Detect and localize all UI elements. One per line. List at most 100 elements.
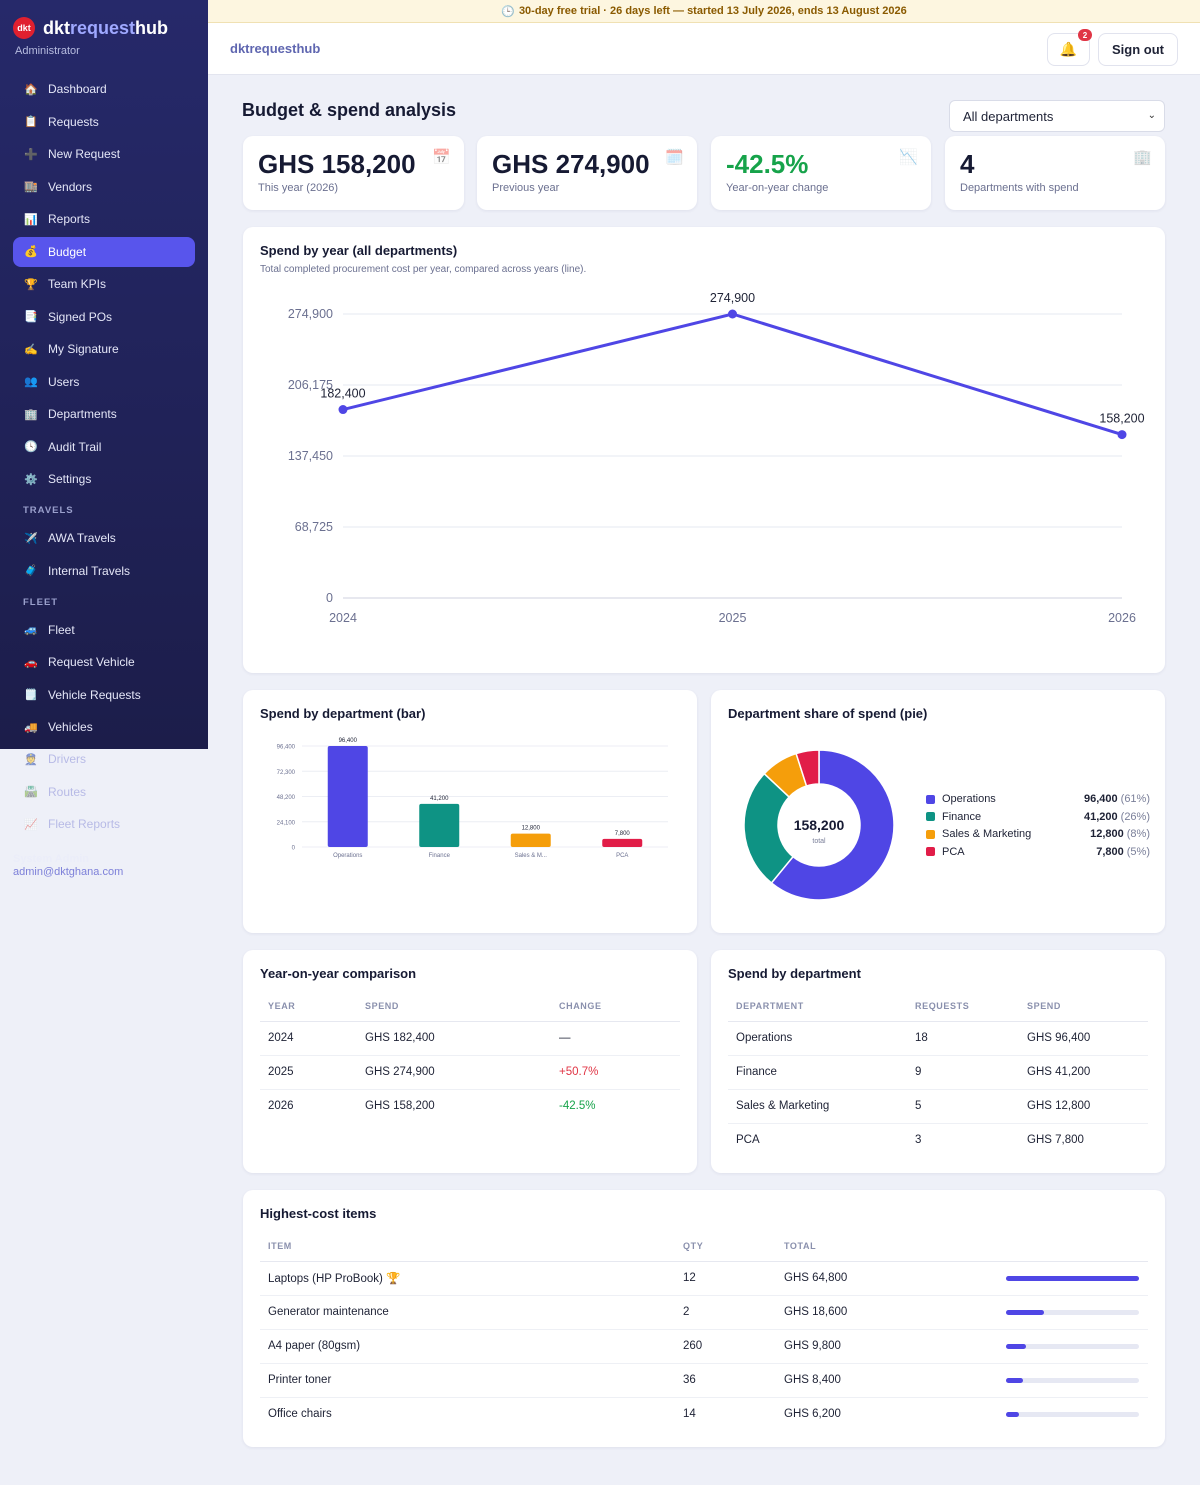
legend-swatch <box>926 812 935 821</box>
bar[interactable] <box>510 833 551 847</box>
card-subtitle: Total completed procurement cost per yea… <box>260 264 587 275</box>
share-cell <box>998 1397 1148 1431</box>
year-cell: 2024 <box>260 1021 357 1056</box>
page-title: Budget & spend analysis <box>242 100 457 120</box>
legend-percent: (8%) <box>1126 828 1150 840</box>
sidebar-item-users[interactable]: 👥 Users <box>13 367 195 397</box>
fleet-icon: 🚙 <box>24 624 38 636</box>
notifications-button[interactable]: 🔔 2 <box>1047 29 1092 66</box>
pie-slice[interactable] <box>770 749 895 901</box>
sidebar-item-label: Team KPIs <box>48 277 107 291</box>
sidebar-item-vehicle-requests[interactable]: 🗒️ Vehicle Requests <box>13 680 195 710</box>
total-cell: GHS 64,800 <box>776 1261 998 1296</box>
qty-cell: 2 <box>675 1295 776 1330</box>
bar[interactable] <box>327 746 368 847</box>
pie-slice[interactable] <box>743 772 795 885</box>
data-label: 7,800 <box>615 831 631 837</box>
awa-travels-icon: ✈️ <box>24 532 38 545</box>
sign-out-button[interactable]: Sign out <box>1098 33 1178 66</box>
sidebar-nav-overflow: 👮 Drivers 🛣️ Routes 📈 Fleet Reports <box>13 744 195 842</box>
new-request-icon: ➕ <box>24 148 38 161</box>
sidebar-item-requests[interactable]: 📋 Requests <box>13 107 195 137</box>
y-tick-label: 96,400 <box>277 745 296 751</box>
sidebar-item-new-request[interactable]: ➕ New Request <box>13 139 195 169</box>
vehicles-icon: 🚚 <box>24 721 38 734</box>
sidebar-item-label: Audit Trail <box>48 439 102 454</box>
line-chart: 0 68,725 137,450 206,175 274,900 2024 2025 2026… <box>288 291 1145 625</box>
sidebar-item-dashboard[interactable]: 🏠 Dashboard <box>13 74 195 104</box>
sidebar-item-fleet-reports[interactable]: 📈 Fleet Reports <box>13 809 195 839</box>
data-point[interactable] <box>338 405 348 415</box>
sidebar-item-drivers[interactable]: 👮 Drivers <box>13 744 195 774</box>
sidebar-item-routes[interactable]: 🛣️ Routes <box>13 777 195 807</box>
department-select[interactable]: All departments ⌄ <box>949 100 1165 132</box>
kpi-card-previous-year: GHS 274,900 Previous year 🗓️ <box>477 136 697 210</box>
sidebar-item-label: Requests <box>48 114 99 129</box>
legend-percent: (5%) <box>1126 845 1150 858</box>
sidebar-item-vehicles[interactable]: 🚚 Vehicles <box>13 712 195 742</box>
department-select-value: All departments <box>963 108 1054 124</box>
column-header: REQUESTS <box>907 991 1019 1022</box>
data-point[interactable] <box>1117 430 1127 440</box>
kpi-label: Departments with spend <box>960 182 1079 194</box>
share-cell <box>998 1295 1148 1330</box>
dept-table-card: Spend by department DEPARTMENT REQUESTS … <box>711 950 1165 1173</box>
current-user: System Admin admin@dktghana.com <box>13 853 123 878</box>
data-label: 41,200 <box>430 796 449 802</box>
sidebar-item-label: Drivers <box>48 752 86 766</box>
pie-center-label: total <box>812 838 826 845</box>
trial-banner: 🕒 30-day free trial · 26 days left — sta… <box>208 0 1200 23</box>
sidebar-item-reports[interactable]: 📊 Reports <box>13 204 195 234</box>
sidebar-item-signed-pos[interactable]: 📑 Signed POs <box>13 302 195 332</box>
sidebar-item-internal-travels[interactable]: 🧳 Internal Travels <box>13 556 195 586</box>
sidebar-item-label: Users <box>48 374 80 389</box>
vehicle-requests-icon: 🗒️ <box>24 689 38 701</box>
share-bar-fill <box>1006 1411 1019 1417</box>
sidebar-item-request-vehicle[interactable]: 🚗 Request Vehicle <box>13 647 195 677</box>
sidebar-item-departments[interactable]: 🏢 Departments <box>13 399 195 429</box>
sidebar-item-team-kpis[interactable]: 🏆 Team KPIs <box>13 269 195 299</box>
audit-trail-icon: 🕓 <box>24 441 38 453</box>
pie-chart-card: Department share of spend (pie) 158,200 t… <box>711 690 1165 933</box>
sidebar-item-budget[interactable]: 💰 Budget <box>13 236 195 267</box>
brand[interactable]: dkt dktrequesthub <box>13 17 168 39</box>
item-cell: Generator maintenance <box>260 1295 675 1330</box>
sidebar-item-settings[interactable]: ⚙️ Settings <box>13 464 195 494</box>
pie-slice[interactable] <box>795 749 820 787</box>
spend-cell: GHS 158,200 <box>365 1100 435 1113</box>
internal-travels-icon: 🧳 <box>24 565 38 577</box>
requests-cell: 9 <box>907 1055 1019 1090</box>
requests-cell: 18 <box>907 1021 1019 1056</box>
card-title: Highest-cost items <box>260 1206 377 1221</box>
signed-pos-icon: 📑 <box>24 311 38 323</box>
table-row: Printer toner 36 GHS 8,400 <box>260 1363 1148 1398</box>
x-tick-label: PCA <box>616 853 628 859</box>
sidebar-item-label: Budget <box>48 244 87 259</box>
bar[interactable] <box>419 803 460 847</box>
card-title: Year-on-year comparison <box>260 966 417 981</box>
x-tick-label: Operations <box>333 853 362 859</box>
spend-cell: GHS 274,900 <box>357 1055 551 1090</box>
bar[interactable] <box>602 838 643 847</box>
y-tick-label: 274,900 <box>288 307 333 321</box>
qty-cell: 260 <box>675 1329 776 1364</box>
column-header-share <box>998 1231 1148 1262</box>
kpi-card-this-year: GHS 158,200 This year (2026) 📅 <box>243 136 464 210</box>
share-cell <box>998 1363 1148 1398</box>
spend-cell: GHS 96,400 <box>1019 1021 1148 1056</box>
sidebar-item-audit-trail[interactable]: 🕓 Audit Trail <box>13 432 195 462</box>
qty-cell: 36 <box>675 1363 776 1398</box>
legend-swatch <box>926 847 935 856</box>
line-chart-card: Spend by year (all departments) Total co… <box>243 227 1165 673</box>
y-tick-label: 48,200 <box>277 795 296 801</box>
pie-center-value: 158,200 <box>794 817 845 833</box>
share-bar <box>1006 1343 1139 1349</box>
sidebar-item-awa-travels[interactable]: ✈️ AWA Travels <box>13 523 195 553</box>
sidebar-item-my-signature[interactable]: ✍️ My Signature <box>13 334 195 364</box>
y-tick-label: 0 <box>326 591 333 605</box>
data-point[interactable] <box>728 309 737 319</box>
brand-name: dktrequesthub <box>43 17 169 38</box>
sidebar-item-fleet[interactable]: 🚙 Fleet <box>13 615 195 645</box>
sidebar-item-vendors[interactable]: 🏬 Vendors <box>13 172 195 202</box>
app-name[interactable]: dktrequesthub <box>230 41 321 56</box>
